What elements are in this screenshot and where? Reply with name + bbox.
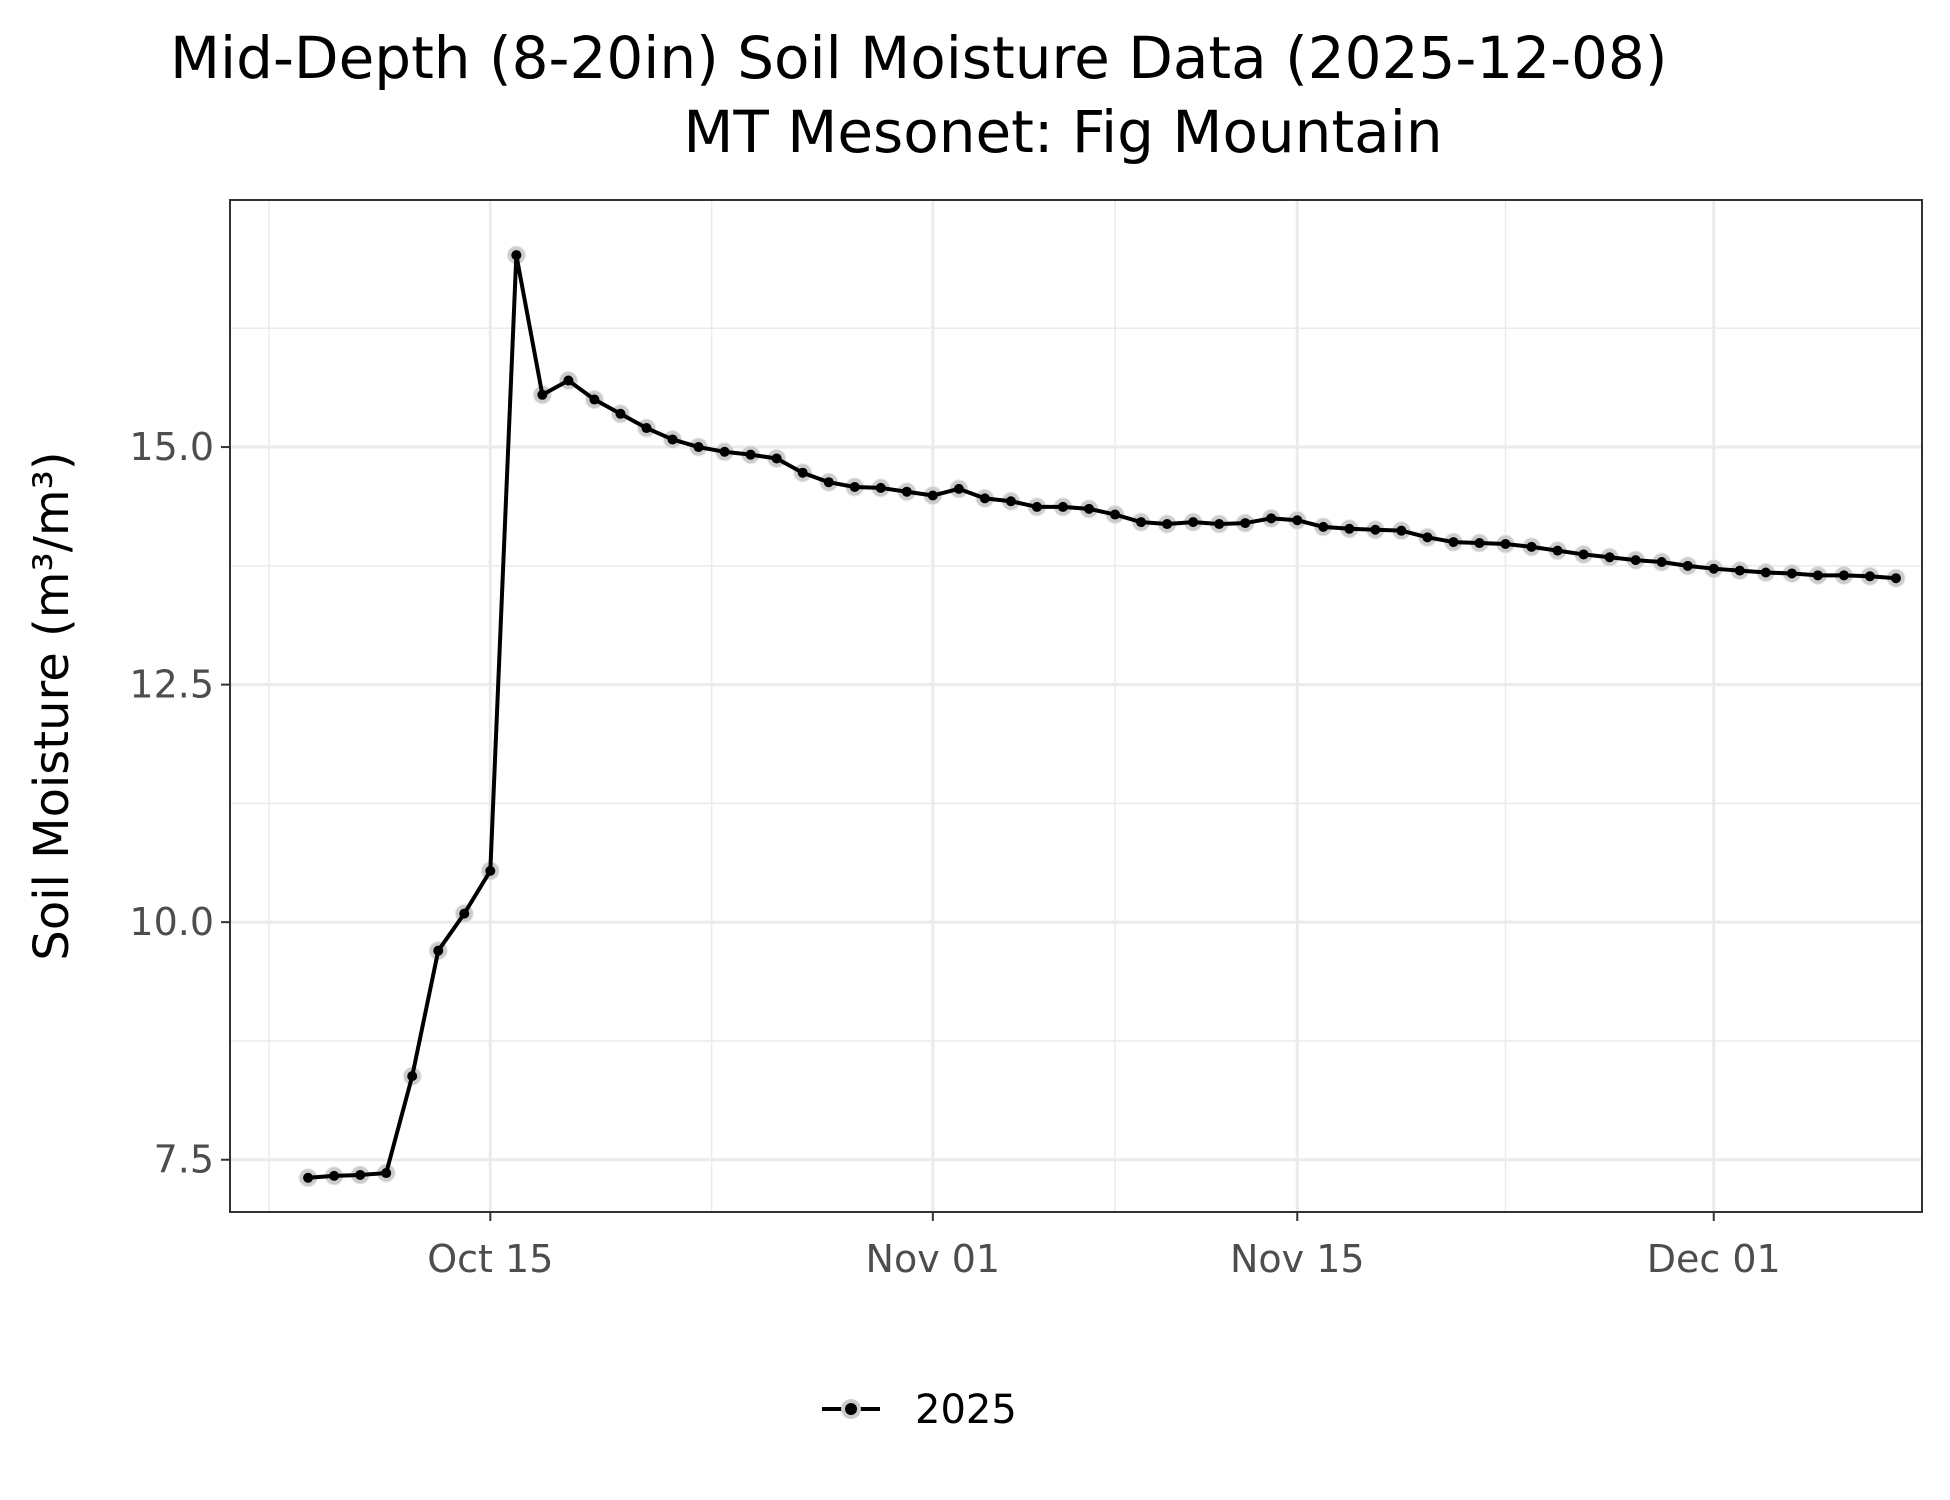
data-point xyxy=(1448,537,1459,548)
data-point xyxy=(1396,525,1407,536)
data-point xyxy=(459,908,470,919)
data-point xyxy=(1838,570,1849,581)
data-point xyxy=(615,408,626,419)
data-point xyxy=(927,490,938,501)
data-point xyxy=(1578,549,1589,560)
legend: 2025 xyxy=(822,1387,1017,1433)
data-point xyxy=(1708,563,1719,574)
y-tick-label: 7.5 xyxy=(154,1138,214,1182)
data-point xyxy=(563,375,574,386)
data-point xyxy=(1630,555,1641,566)
y-tick-label: 12.5 xyxy=(129,663,214,707)
data-point xyxy=(1656,557,1667,568)
chart-subtitle: MT Mesonet: Fig Mountain xyxy=(683,98,1442,166)
data-point xyxy=(849,481,860,492)
data-point xyxy=(1005,496,1016,507)
data-point xyxy=(1890,573,1901,584)
data-point xyxy=(1240,518,1251,529)
y-tick-label: 15.0 xyxy=(129,425,214,469)
chart-title: Mid-Depth (8-20in) Soil Moisture Data (2… xyxy=(170,24,1667,92)
data-point xyxy=(1474,538,1485,549)
x-tick-label: Nov 01 xyxy=(866,1237,1001,1281)
data-point xyxy=(1500,538,1511,549)
legend-point xyxy=(845,1403,857,1415)
data-point xyxy=(1552,545,1563,556)
x-tick-label: Oct 15 xyxy=(427,1237,553,1281)
data-point xyxy=(1292,515,1303,526)
data-point xyxy=(1812,570,1823,581)
data-point xyxy=(1188,517,1199,528)
data-point xyxy=(797,467,808,478)
data-point xyxy=(1344,523,1355,534)
data-point xyxy=(1370,524,1381,535)
data-point xyxy=(771,453,782,464)
data-point xyxy=(1110,509,1121,520)
data-point xyxy=(1760,567,1771,578)
data-point xyxy=(1084,503,1095,514)
data-point xyxy=(303,1172,314,1183)
plot-background xyxy=(230,200,1922,1212)
data-point xyxy=(1422,532,1433,543)
data-point xyxy=(1031,501,1042,512)
data-point xyxy=(1682,560,1693,571)
data-point xyxy=(901,486,912,497)
data-point xyxy=(875,482,886,493)
data-point xyxy=(1214,519,1225,530)
data-point xyxy=(1526,541,1537,552)
data-point xyxy=(381,1168,392,1179)
x-tick-label: Dec 01 xyxy=(1647,1237,1781,1281)
series-2025 xyxy=(298,245,1906,1188)
data-point xyxy=(1266,513,1277,524)
data-point xyxy=(823,477,834,488)
data-point xyxy=(693,442,704,453)
data-point xyxy=(1604,552,1615,563)
data-point xyxy=(979,493,990,504)
data-point xyxy=(485,865,496,876)
x-tick-label: Nov 15 xyxy=(1230,1237,1365,1281)
data-point xyxy=(745,449,756,460)
x-axis-ticks: Oct 15 Nov 01 Nov 15 Dec 01 xyxy=(427,1212,1781,1281)
data-point xyxy=(719,446,730,457)
legend-label-2025: 2025 xyxy=(915,1387,1017,1433)
data-point xyxy=(329,1170,340,1181)
data-point xyxy=(407,1071,418,1082)
data-point xyxy=(1136,517,1147,528)
data-point xyxy=(667,434,678,445)
data-point xyxy=(1734,565,1745,576)
data-point xyxy=(1318,521,1329,532)
y-axis-ticks: 7.5 10.0 12.5 15.0 xyxy=(129,425,230,1182)
grid xyxy=(230,200,1923,1212)
data-point xyxy=(511,250,522,261)
data-point xyxy=(641,423,652,434)
data-point xyxy=(1162,519,1173,530)
data-point xyxy=(589,394,600,405)
y-tick-label: 10.0 xyxy=(129,900,214,944)
data-point xyxy=(537,389,548,400)
y-axis-title: Soil Moisture (m³/m³) xyxy=(24,451,80,960)
data-point xyxy=(1786,568,1797,579)
data-point xyxy=(1864,571,1875,582)
plot-panel-border xyxy=(229,199,1923,1213)
data-point xyxy=(953,483,964,494)
data-point xyxy=(433,945,444,956)
data-point xyxy=(355,1169,366,1180)
data-point xyxy=(1057,501,1068,512)
